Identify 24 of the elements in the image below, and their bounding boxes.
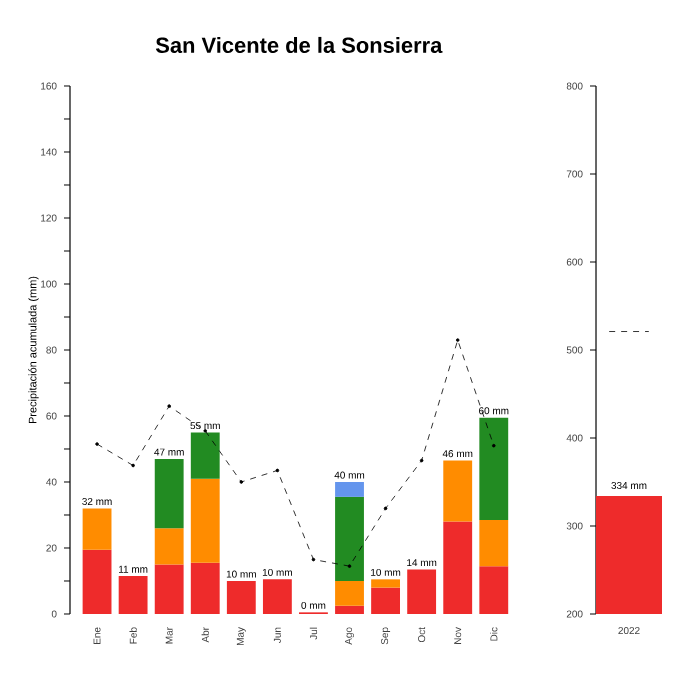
- bar: [226, 581, 256, 614]
- chart-title: San Vicente de la Sonsierra: [155, 36, 443, 53]
- bar: [479, 566, 509, 614]
- bar: [118, 576, 148, 614]
- bar: [190, 478, 220, 563]
- bar: [371, 579, 401, 588]
- bar: [407, 569, 437, 614]
- bar: [154, 528, 184, 565]
- bar: [190, 562, 220, 614]
- bar: [262, 579, 292, 614]
- bar: [335, 482, 364, 497]
- bar: [82, 549, 112, 614]
- bar: [154, 458, 184, 529]
- bar: [335, 581, 364, 606]
- bar: [371, 587, 401, 614]
- bar: [335, 496, 364, 581]
- bar: [82, 508, 112, 550]
- bar: [479, 519, 509, 567]
- bar: [190, 432, 220, 479]
- bar: [154, 564, 184, 614]
- bar: [335, 605, 364, 614]
- bar: [443, 521, 473, 614]
- bar: [443, 460, 473, 522]
- bar: [479, 417, 509, 520]
